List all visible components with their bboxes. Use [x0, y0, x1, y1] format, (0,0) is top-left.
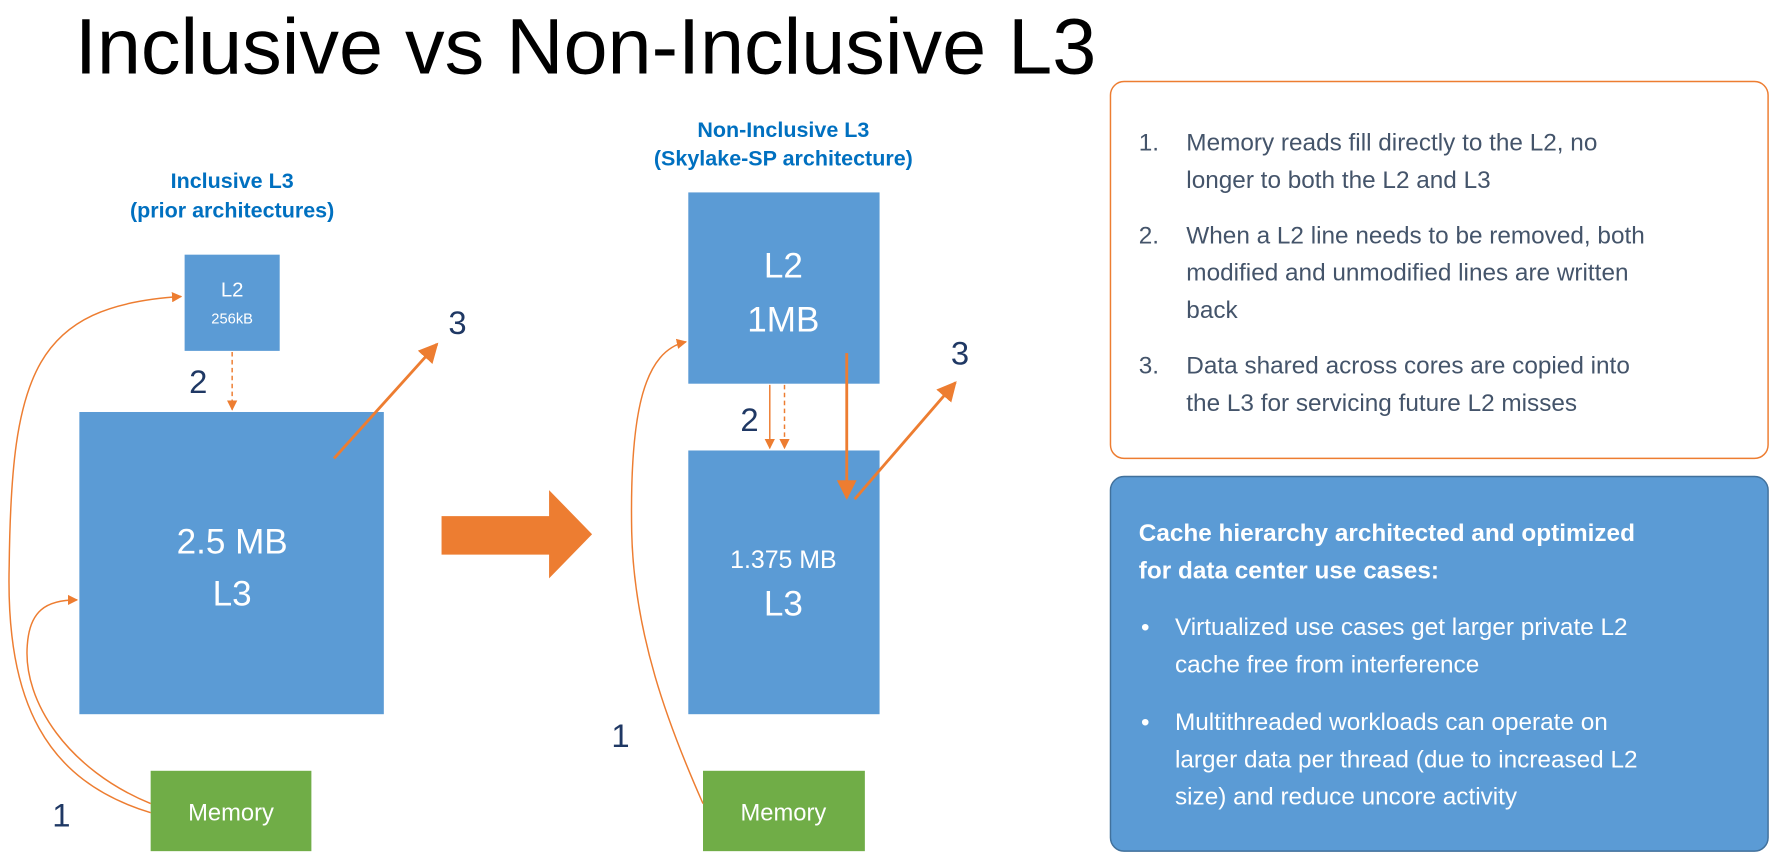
inclusive-heading: Inclusive L3: [171, 169, 294, 193]
right-arrow-icon: [441, 490, 593, 579]
inclusive-l2-box: [184, 254, 280, 351]
non-inclusive-diagram: Non-Inclusive L3 (Skylake-SP architectur…: [611, 118, 969, 852]
note-3-line-1: Data shared across cores are copied into: [1186, 353, 1630, 380]
inclusive-l3-size: 2.5 MB: [177, 522, 288, 561]
bullet-1-line-2: cache free from interference: [1175, 651, 1479, 678]
inclusive-diagram: Inclusive L3 (prior architectures) L2 25…: [8, 169, 467, 852]
non-inclusive-l3-size: 1.375 MB: [730, 546, 837, 574]
summary-heading-line-2: for data center use cases:: [1139, 557, 1439, 584]
non-inclusive-memory-box: [703, 770, 865, 852]
non-inclusive-heading: Non-Inclusive L3: [697, 118, 869, 142]
non-inclusive-subheading: (Skylake-SP architecture): [654, 146, 913, 170]
inclusive-l3-name: L3: [213, 575, 252, 614]
step-2-label: 2: [740, 401, 758, 438]
notes-panel: 1. Memory reads fill directly to the L2,…: [1109, 80, 1769, 460]
bullet-2-line-3: size) and reduce uncore activity: [1175, 784, 1518, 811]
non-inclusive-l3-box: [688, 450, 880, 715]
non-inclusive-memory-label: Memory: [740, 800, 826, 827]
bullet-icon: •: [1141, 709, 1150, 736]
non-inclusive-l2-size: 1MB: [747, 301, 819, 340]
note-2-line-3: back: [1186, 297, 1238, 324]
non-inclusive-l3-name: L3: [764, 585, 803, 624]
slide-title: Inclusive vs Non-Inclusive L3: [75, 2, 1097, 91]
inclusive-l2-size: 256kB: [211, 312, 253, 328]
bullet-2-line-2: larger data per thread (due to increased…: [1175, 746, 1638, 773]
note-3-number: 3.: [1139, 353, 1159, 380]
inclusive-l2-name: L2: [221, 280, 244, 302]
fill-l2-arrow: [630, 338, 704, 804]
step-1-label: 1: [611, 717, 629, 754]
note-3-line-2: the L3 for servicing future L2 misses: [1186, 390, 1577, 417]
non-inclusive-l2-box: [688, 192, 880, 384]
inclusive-subheading: (prior architectures): [130, 198, 334, 222]
fill-l3-arrow: [26, 594, 151, 805]
summary-panel: Cache hierarchy architected and optimize…: [1109, 475, 1769, 852]
note-1-line-1: Memory reads fill directly to the L2, no: [1186, 130, 1597, 157]
step-1-label: 1: [52, 796, 70, 833]
share-arrow: [332, 342, 439, 460]
inclusive-memory-box: [150, 770, 312, 852]
non-inclusive-l2-name: L2: [764, 246, 803, 285]
note-1-number: 1.: [1139, 130, 1159, 157]
inclusive-l3-box: [79, 411, 384, 715]
step-3-label: 3: [951, 334, 969, 371]
note-2-number: 2.: [1139, 222, 1159, 249]
share-arrow: [853, 381, 957, 501]
note-1-line-2: longer to both the L2 and L3: [1186, 167, 1490, 194]
step-2-label: 2: [189, 363, 207, 400]
bullet-1-line-1: Virtualized use cases get larger private…: [1175, 614, 1628, 641]
fill-l2-arrow: [8, 291, 183, 814]
bullet-2-line-1: Multithreaded workloads can operate on: [1175, 709, 1608, 736]
note-2-line-2: modified and unmodified lines are writte…: [1186, 260, 1628, 287]
summary-heading-line-1: Cache hierarchy architected and optimize…: [1139, 520, 1635, 547]
bullet-icon: •: [1141, 614, 1150, 641]
inclusive-memory-label: Memory: [188, 800, 274, 827]
note-2-line-1: When a L2 line needs to be removed, both: [1186, 222, 1644, 249]
step-3-label: 3: [448, 304, 466, 341]
